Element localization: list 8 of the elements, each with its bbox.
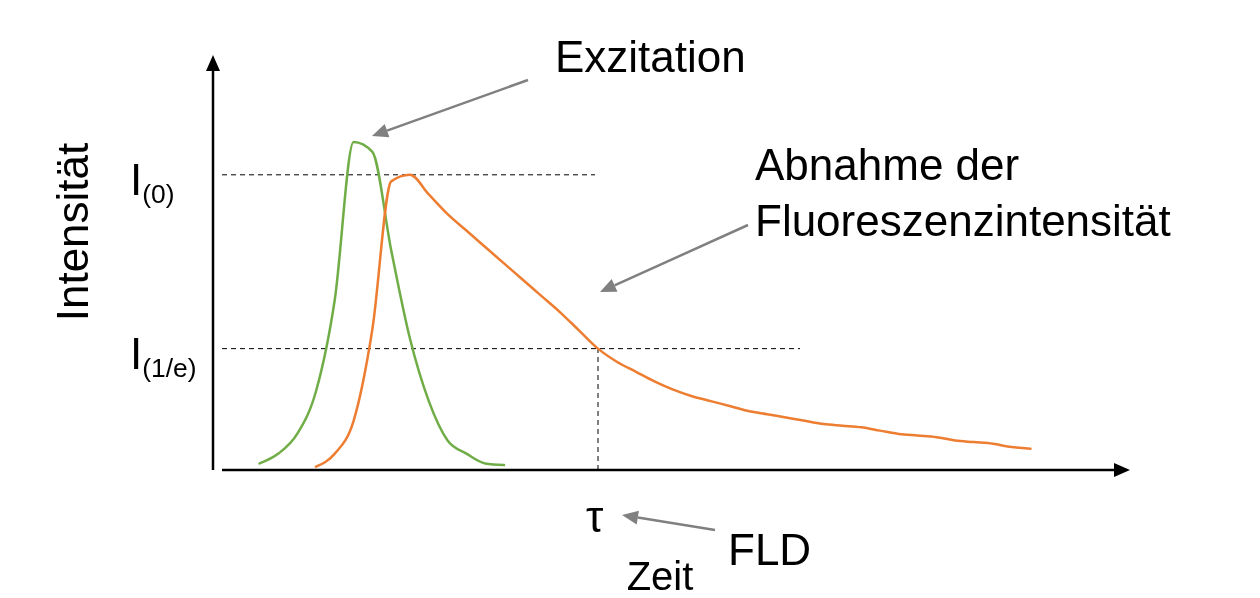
annotation: Abnahme der Fluoreszenzintensität: [755, 140, 1171, 245]
text: τ: [586, 492, 604, 541]
y-axis-title: Intensität: [48, 142, 97, 322]
ref-line-label: I$_{(0)}$: [130, 154, 175, 209]
ref-line-label: I$_{(1/e)}$: [130, 328, 197, 383]
text: FLD: [728, 525, 812, 574]
text: Exzitation: [555, 32, 746, 81]
x-axis-title: Zeit: [626, 554, 694, 598]
